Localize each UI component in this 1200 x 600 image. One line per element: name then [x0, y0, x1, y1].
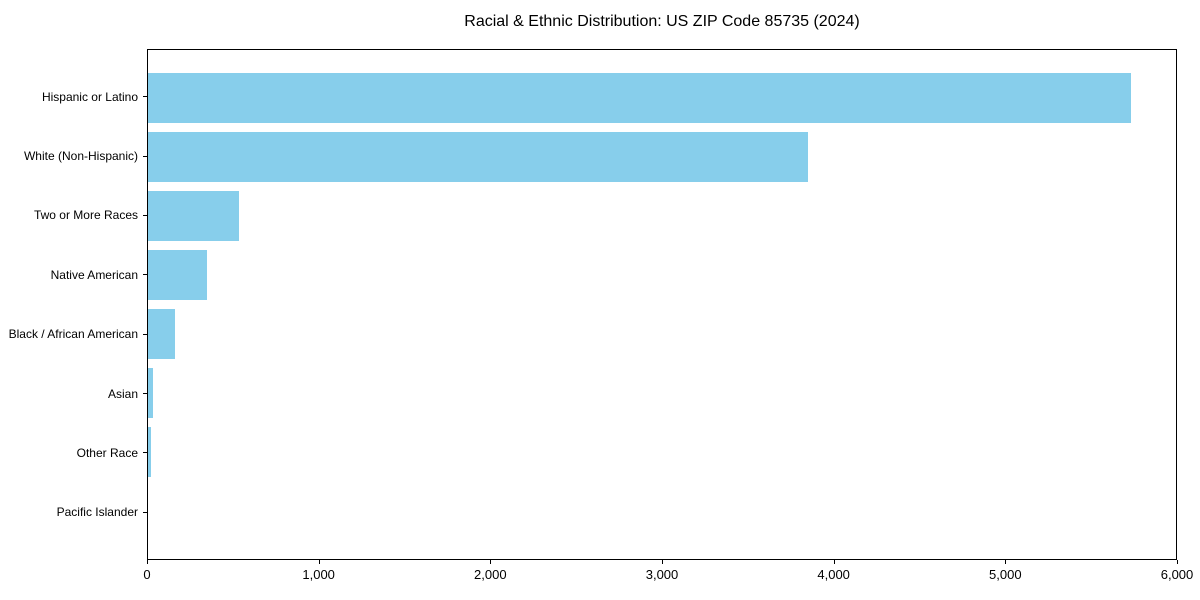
y-tick-mark: [143, 452, 147, 454]
bar: [148, 131, 808, 182]
bar: [148, 72, 1132, 123]
y-label-row: Black / African American: [0, 305, 147, 364]
x-tick-label: 1,000: [302, 567, 335, 582]
y-tick-label: Asian: [107, 386, 138, 401]
x-tick-label: 3,000: [645, 567, 679, 582]
y-label-row: Pacific Islander: [0, 483, 147, 542]
y-label-row: Asian: [0, 364, 147, 423]
y-tick-label: Pacific Islander: [56, 505, 138, 520]
x-tick-mark: [490, 560, 492, 564]
x-axis: 0 1,000 2,000 3,000 4,000 5,000 6,000: [143, 560, 1193, 592]
bar: [148, 427, 152, 478]
y-label-row: Hispanic or Latino: [0, 67, 147, 126]
bar: [148, 368, 154, 419]
bar: [148, 249, 208, 300]
y-label-row: Two or More Races: [0, 186, 147, 245]
x-tick-mark: [833, 560, 835, 564]
x-tick-mark: [1005, 560, 1007, 564]
y-tick-mark: [143, 155, 147, 157]
bar: [148, 309, 176, 360]
y-label-row: Other Race: [0, 423, 147, 482]
x-tick-mark: [1177, 560, 1178, 564]
chart-title: Racial & Ethnic Distribution: US ZIP Cod…: [464, 13, 860, 30]
y-tick-label: Native American: [50, 267, 138, 282]
x-tick-mark: [662, 560, 663, 564]
y-label-row: Native American: [0, 245, 147, 304]
bar-row: [148, 305, 1176, 364]
bar: [148, 190, 239, 241]
y-tick-label: Black / African American: [8, 327, 138, 342]
x-tick-mark: [147, 560, 148, 564]
x-tick-label: 4,000: [817, 567, 850, 582]
y-tick-mark: [143, 274, 147, 276]
y-tick-label: Other Race: [76, 445, 138, 460]
bar-row: [148, 245, 1176, 304]
y-tick-mark: [143, 214, 147, 216]
plot-area: [147, 49, 1177, 560]
y-tick-mark: [143, 96, 147, 98]
bar-row: [148, 186, 1176, 245]
x-tick-mark: [318, 560, 320, 564]
bar-row: [148, 423, 1176, 482]
y-tick-mark: [143, 333, 147, 335]
y-tick-label: White (Non-Hispanic): [23, 149, 138, 164]
bar-row: [148, 127, 1176, 186]
y-axis-labels: Hispanic or Latino White (Non-Hispanic) Tw…: [0, 49, 147, 560]
y-tick-mark: [143, 393, 147, 395]
bar-row: [148, 364, 1176, 423]
x-tick-label: 6,000: [1160, 567, 1194, 582]
y-tick-mark: [143, 511, 147, 513]
y-tick-label: Hispanic or Latino: [41, 89, 138, 104]
bar-row: [148, 482, 1176, 541]
x-tick-label: 2,000: [474, 567, 507, 582]
x-tick-label: 5,000: [989, 567, 1022, 582]
x-tick-label: 0: [143, 567, 151, 582]
bar-row: [148, 68, 1176, 127]
y-label-row: White (Non-Hispanic): [0, 126, 147, 185]
y-tick-label: Two or More Races: [33, 208, 138, 223]
